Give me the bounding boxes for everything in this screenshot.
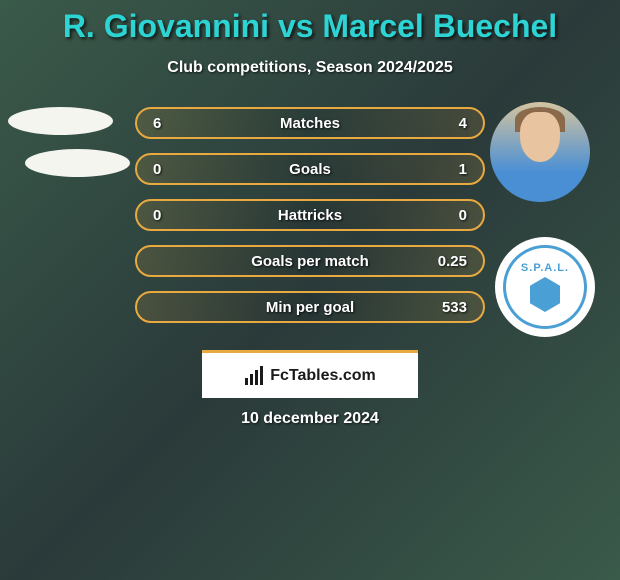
club-logo-text: S.P.A.L.: [521, 262, 569, 274]
stat-row-matches: 6 Matches 4: [135, 107, 485, 139]
stat-right-value: 533: [427, 299, 467, 316]
stat-label: Min per goal: [266, 299, 354, 316]
stat-row-goals: 0 Goals 1: [135, 153, 485, 185]
stat-left-value: 0: [153, 207, 193, 224]
stats-area: S.P.A.L. 6 Matches 4 0 Goals 1 0 Hattric…: [0, 107, 620, 337]
avatar-placeholder-shape: [8, 107, 113, 135]
page-title: R. Giovannini vs Marcel Buechel: [0, 0, 620, 45]
club-logo: S.P.A.L.: [495, 237, 595, 337]
stat-right-value: 1: [427, 161, 467, 178]
player-right-avatar: [490, 102, 590, 202]
stat-right-value: 0.25: [427, 253, 467, 270]
club-logo-inner: S.P.A.L.: [503, 245, 587, 329]
stat-label: Matches: [280, 115, 340, 132]
stat-label: Goals per match: [251, 253, 369, 270]
player-left-avatar: [8, 107, 113, 182]
stat-left-value: 0: [153, 161, 193, 178]
brand-box[interactable]: FcTables.com: [202, 350, 418, 398]
stat-right-value: 4: [427, 115, 467, 132]
stat-row-min-per-goal: Min per goal 533: [135, 291, 485, 323]
date-text: 10 december 2024: [0, 410, 620, 428]
stat-label: Goals: [289, 161, 331, 178]
stat-row-hattricks: 0 Hattricks 0: [135, 199, 485, 231]
avatar-face: [520, 112, 560, 162]
chart-icon: [244, 366, 264, 386]
subtitle: Club competitions, Season 2024/2025: [0, 59, 620, 77]
stat-label: Hattricks: [278, 207, 342, 224]
brand-text: FcTables.com: [270, 367, 376, 385]
stat-left-value: 6: [153, 115, 193, 132]
club-logo-shield-icon: [530, 277, 560, 312]
avatar-placeholder-shape: [25, 149, 130, 177]
stat-row-goals-per-match: Goals per match 0.25: [135, 245, 485, 277]
stat-right-value: 0: [427, 207, 467, 224]
